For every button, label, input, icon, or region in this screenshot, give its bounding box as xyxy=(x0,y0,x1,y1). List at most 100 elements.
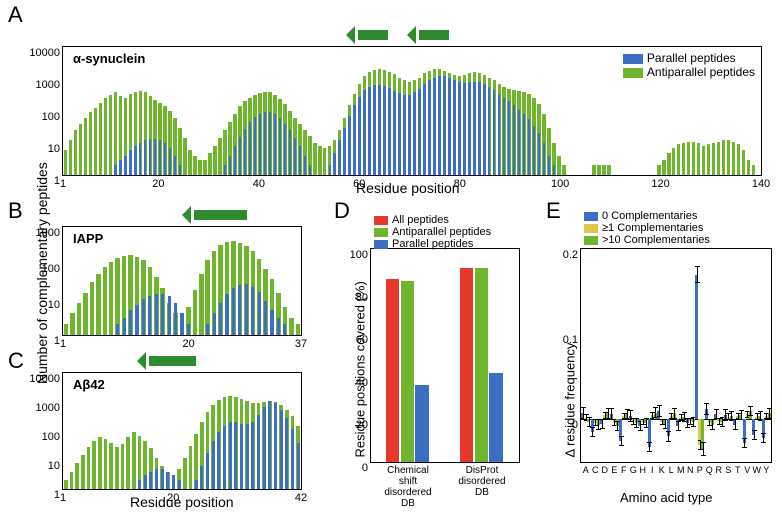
bar-parallel xyxy=(223,426,226,489)
bar-antiparallel xyxy=(64,324,69,335)
legend-label-antiparallel: Antiparallel peptides xyxy=(647,65,755,79)
bar-antiparallel xyxy=(318,146,321,175)
bar-parallel xyxy=(423,84,425,175)
error-bar xyxy=(659,405,660,417)
bar-antiparallel xyxy=(667,153,670,175)
bar-parallel xyxy=(438,76,440,175)
bar-parallel xyxy=(264,112,266,175)
bar-antiparallel xyxy=(697,143,700,175)
bar-parallel xyxy=(363,90,365,175)
bar-parallel xyxy=(289,130,291,175)
bar-parallel xyxy=(418,89,420,175)
xtick-aa: S xyxy=(725,462,731,475)
bar-parallel xyxy=(274,403,277,489)
xtick-aa: T xyxy=(735,462,741,475)
bar-parallel xyxy=(195,480,198,489)
error-bar xyxy=(754,430,755,440)
panel-e-ylabel: Δ residue frequency xyxy=(563,258,578,458)
xtick-aa: Y xyxy=(763,462,769,475)
bar-parallel xyxy=(483,84,485,175)
bar-parallel xyxy=(217,432,220,489)
bar-antiparallel xyxy=(657,165,660,175)
bar-parallel xyxy=(169,148,171,175)
bar-parallel xyxy=(144,475,147,489)
bar-parallel xyxy=(213,313,216,335)
bar-parallel xyxy=(139,143,141,175)
error-bar xyxy=(665,419,666,429)
bar-parallel xyxy=(134,146,136,175)
xtick-category: DisProtdisorderedDB xyxy=(445,462,519,498)
bar-all xyxy=(460,268,473,462)
xtick-aa: H xyxy=(640,462,647,475)
bar-parallel xyxy=(251,422,254,489)
bar-parallel xyxy=(234,146,236,175)
error-bar xyxy=(706,403,707,415)
error-bar xyxy=(640,421,641,431)
bar-parallel xyxy=(433,78,435,175)
bar-parallel xyxy=(154,139,156,175)
bar-parallel xyxy=(129,310,132,335)
bar-parallel xyxy=(283,324,286,335)
bar-antiparallel xyxy=(677,144,680,175)
legend-label-all: All peptides xyxy=(392,214,449,226)
bar-antiparallel xyxy=(199,274,204,335)
xtick: 1 xyxy=(60,489,66,504)
bar-parallel xyxy=(142,299,145,335)
bar-antiparallel xyxy=(296,324,301,335)
panel-c-plot: Aβ42 11010010001000012042 xyxy=(62,372,302,490)
arrow-icon xyxy=(419,30,449,40)
bar-antiparallel xyxy=(104,439,108,489)
legend-label-c1: ≥1 Complementaries xyxy=(602,222,703,234)
ytick: 10000 xyxy=(29,373,63,385)
bar-antiparallel xyxy=(737,144,740,175)
bar-parallel xyxy=(388,88,390,175)
error-bar xyxy=(769,408,770,418)
bar-parallel xyxy=(270,310,273,335)
bar-parallel xyxy=(508,101,510,175)
bar-antiparallel xyxy=(742,150,745,175)
bar-parallel xyxy=(232,288,235,335)
xtick-aa: V xyxy=(744,462,750,475)
panel-label-c: C xyxy=(8,348,24,374)
error-bar xyxy=(735,419,736,429)
bar-antiparallel xyxy=(193,290,198,335)
bar-antiparallel xyxy=(77,303,82,336)
bar-antiparallel xyxy=(557,156,560,175)
bar-antiparallel xyxy=(132,432,136,489)
bar-antiparallel xyxy=(70,313,75,335)
legend-swatch-parallel xyxy=(623,54,643,64)
bar-antiparallel xyxy=(323,148,326,175)
bar-parallel xyxy=(206,324,209,335)
error-bar xyxy=(608,408,609,418)
error-bar xyxy=(589,417,590,427)
xtick-aa: G xyxy=(630,462,637,475)
bar-parallel xyxy=(378,85,380,175)
bar-parallel xyxy=(488,87,490,175)
bar-parallel xyxy=(398,93,400,175)
bar-antiparallel xyxy=(126,437,130,489)
bar-antiparallel xyxy=(722,140,725,175)
bar-parallel xyxy=(166,472,169,489)
bar-antiparallel xyxy=(70,472,74,489)
bar-parallel xyxy=(393,91,395,175)
xtick-category: ChemicalshiftdisorderedDB xyxy=(371,462,445,509)
bar-parallel xyxy=(498,94,500,175)
ytick: 100 xyxy=(42,431,63,443)
error-bar xyxy=(763,433,764,443)
bar-antiparallel xyxy=(732,142,735,175)
bar-antiparallel xyxy=(189,446,193,489)
xtick: 1 xyxy=(60,175,66,190)
bar-antiparallel xyxy=(692,142,695,175)
panel-a-legend: Parallel peptides Antiparallel peptides xyxy=(623,51,755,79)
error-bar xyxy=(744,438,745,448)
bar-parallel xyxy=(403,95,405,175)
legend-swatch-p xyxy=(374,240,388,249)
bar-parallel xyxy=(234,422,237,489)
bar-parallel xyxy=(259,114,261,175)
bar-antiparallel xyxy=(109,95,112,175)
bar-parallel xyxy=(155,294,158,335)
bar-parallel xyxy=(468,82,470,175)
bar-parallel xyxy=(274,114,276,175)
bar-parallel xyxy=(206,453,209,489)
panel-e-xlabel: Amino acid type xyxy=(620,490,713,505)
